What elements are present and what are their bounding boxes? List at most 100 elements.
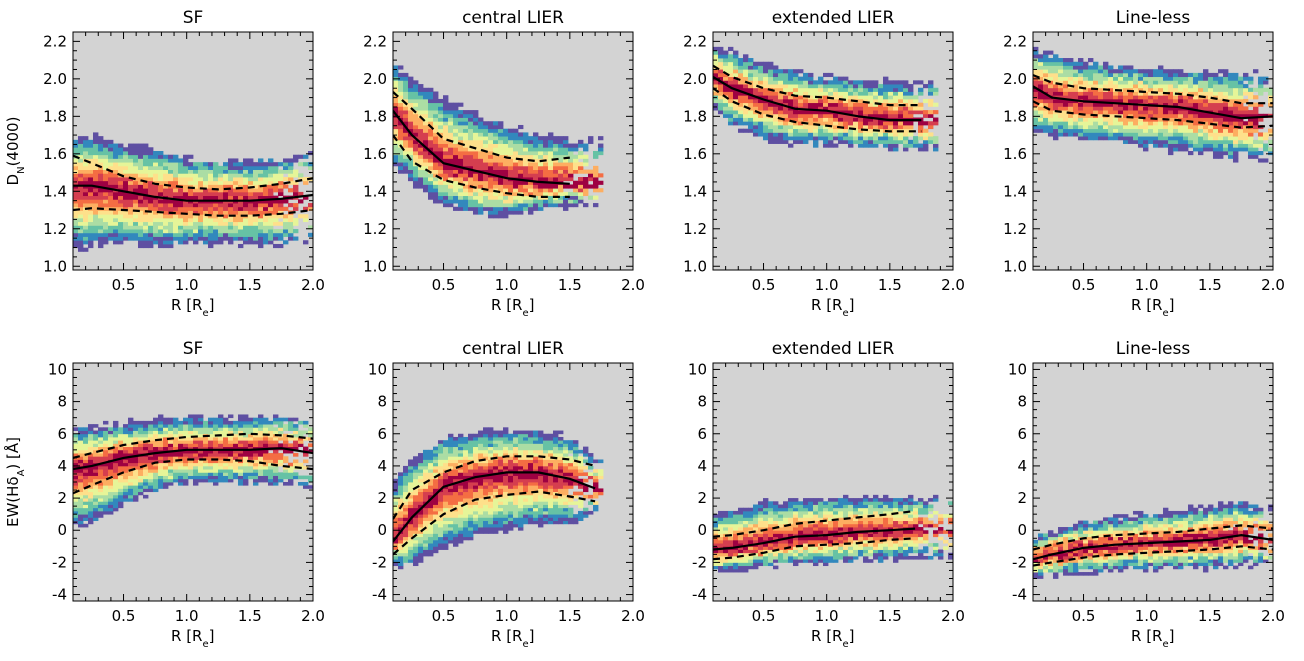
density-cell [813, 118, 818, 122]
density-cell [183, 184, 188, 188]
density-cell [773, 84, 778, 88]
density-cell [908, 106, 913, 110]
density-cell [553, 147, 558, 151]
density-cell [223, 214, 228, 218]
density-cell [133, 450, 138, 454]
density-cell [1068, 103, 1073, 107]
density-cell [118, 147, 123, 151]
density-cell [1228, 95, 1233, 99]
density-cell [838, 92, 843, 96]
density-cell [1048, 73, 1053, 77]
density-cell [1188, 140, 1193, 144]
density-cell [123, 459, 128, 463]
density-cell [178, 453, 183, 457]
x-tick-label: 2.0 [1261, 276, 1285, 294]
density-cell [1258, 84, 1263, 88]
density-cell [748, 65, 753, 69]
density-cell [278, 244, 283, 248]
density-cell [743, 88, 748, 92]
density-cell [148, 151, 153, 155]
density-cell [1203, 73, 1208, 77]
density-cell [183, 463, 188, 467]
density-cell [193, 233, 198, 237]
density-cell [913, 110, 918, 114]
density-cell [568, 144, 573, 148]
x-axis-title: R [Re] [1131, 296, 1174, 319]
density-cell [148, 443, 153, 447]
density-cell [863, 80, 868, 84]
density-cell [198, 203, 203, 207]
density-cell [803, 114, 808, 118]
density-cell [393, 73, 398, 77]
density-cell [863, 95, 868, 99]
density-cell [438, 192, 443, 196]
density-cell [418, 95, 423, 99]
density-cell [128, 162, 133, 166]
density-cell [1183, 129, 1188, 133]
density-cell [398, 73, 403, 77]
density-cell [1078, 106, 1083, 110]
density-cell [158, 188, 163, 192]
density-cell [508, 196, 513, 200]
density-cell [523, 207, 528, 211]
density-cell [538, 184, 543, 188]
density-cell [1168, 147, 1173, 151]
density-cell [528, 151, 533, 155]
density-cell [98, 158, 103, 162]
density-cell [103, 158, 108, 162]
density-cell [1033, 110, 1038, 114]
density-cell [108, 196, 113, 200]
density-cell [193, 466, 198, 470]
density-cell [868, 106, 873, 110]
density-cell [453, 125, 458, 129]
density-cell [153, 434, 158, 438]
density-cell [93, 459, 98, 463]
density-cell [103, 192, 108, 196]
density-cell [88, 225, 93, 229]
density-cell [1118, 65, 1123, 69]
density-cell [243, 192, 248, 196]
density-cell [498, 170, 503, 174]
density-cell [168, 434, 173, 438]
density-cell [103, 237, 108, 241]
density-cell [153, 166, 158, 170]
density-cell [1178, 95, 1183, 99]
density-cell [928, 114, 933, 118]
density-cell [148, 184, 153, 188]
density-cell [918, 144, 923, 148]
density-cell [1198, 77, 1203, 81]
density-cell [503, 188, 508, 192]
density-cell [93, 434, 98, 438]
density-cell [188, 214, 193, 218]
density-cell [303, 162, 308, 166]
density-cell [718, 110, 723, 114]
density-cell [1133, 114, 1138, 118]
density-cell [433, 99, 438, 103]
density-cell [1078, 80, 1083, 84]
density-cell [143, 218, 148, 222]
density-cell [148, 199, 153, 203]
density-cell [923, 99, 928, 103]
density-cell [288, 214, 293, 218]
density-cell [728, 54, 733, 58]
density-cell [1043, 58, 1048, 62]
density-cell [898, 106, 903, 110]
y-tick-label: 1.8 [43, 107, 67, 125]
density-cell [208, 196, 213, 200]
density-cell [158, 214, 163, 218]
density-cell [1108, 84, 1113, 88]
density-cell [83, 225, 88, 229]
density-cell [1138, 69, 1143, 73]
density-cell [258, 233, 263, 237]
density-cell [143, 155, 148, 159]
density-cell [468, 129, 473, 133]
density-cell [123, 155, 128, 159]
density-cell [293, 173, 298, 177]
density-cell [888, 95, 893, 99]
density-cell [1098, 136, 1103, 140]
density-cell [253, 207, 258, 211]
density-cell [118, 479, 123, 483]
density-cell [878, 110, 883, 114]
density-cell [453, 144, 458, 148]
density-cell [893, 132, 898, 136]
